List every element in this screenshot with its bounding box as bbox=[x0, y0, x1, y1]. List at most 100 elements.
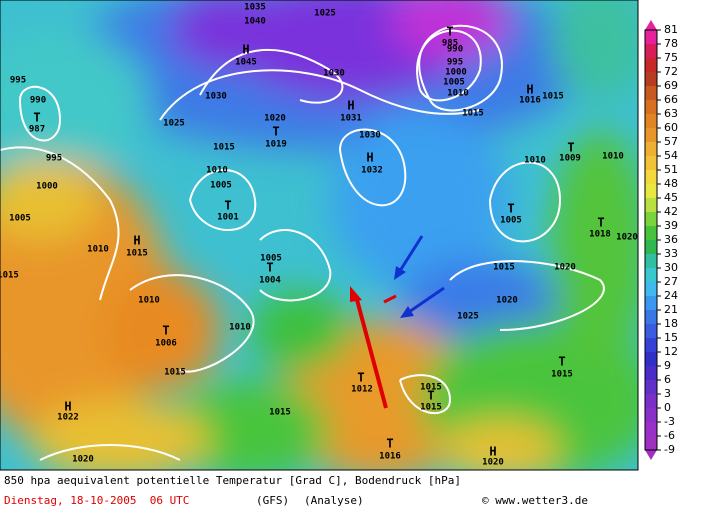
colorbar-tick-label: 81 bbox=[664, 23, 678, 36]
isobar-label: 1016 bbox=[519, 96, 541, 106]
colorbar-swatch bbox=[645, 170, 657, 185]
colorbar-tick-label: 57 bbox=[664, 135, 678, 148]
colorbar-swatch bbox=[645, 58, 657, 73]
colorbar-swatch bbox=[645, 338, 657, 353]
colorbar-swatch bbox=[645, 310, 657, 325]
isobar-label: 1020 bbox=[72, 455, 94, 465]
footer-model: (GFS) bbox=[256, 494, 289, 507]
colorbar-swatch bbox=[645, 72, 657, 87]
isobar-label: 1010 bbox=[524, 156, 546, 166]
pressure-center-label: H bbox=[526, 83, 533, 97]
pressure-center-label: H bbox=[347, 99, 354, 113]
map: 103510401025H1045T9859909951000100510101… bbox=[0, 0, 638, 470]
colorbar: 8178757269666360575451484542393633302724… bbox=[644, 20, 678, 460]
isobar-label: 1040 bbox=[244, 17, 266, 27]
isobar-label: 987 bbox=[29, 125, 45, 135]
pressure-center-label: T bbox=[33, 111, 40, 125]
colorbar-tick-label: 72 bbox=[664, 65, 678, 78]
colorbar-tick-label: 51 bbox=[664, 163, 678, 176]
colorbar-tick-label: 75 bbox=[664, 51, 678, 64]
colorbar-swatch bbox=[645, 128, 657, 143]
colorbar-swatch bbox=[645, 212, 657, 227]
isobar-label: 1015 bbox=[269, 408, 291, 418]
colorbar-tick-label: 45 bbox=[664, 191, 678, 204]
isobar-label: 1009 bbox=[559, 154, 581, 164]
map-labels: 103510401025H1045T9859909951000100510101… bbox=[0, 3, 638, 468]
isobar-label: 1001 bbox=[217, 213, 239, 223]
colorbar-swatch bbox=[645, 86, 657, 101]
isobar-label: 1000 bbox=[445, 68, 467, 78]
isobar-label: 1020 bbox=[482, 458, 504, 468]
pressure-center-label: H bbox=[133, 234, 140, 248]
colorbar-tick-label: 27 bbox=[664, 275, 678, 288]
isobar-label: 1022 bbox=[57, 413, 79, 423]
isobar-label: 1015 bbox=[126, 249, 148, 259]
pressure-center-label: T bbox=[162, 324, 169, 338]
colorbar-tick-label: 66 bbox=[664, 93, 678, 106]
isobars bbox=[0, 24, 605, 461]
colorbar-swatch bbox=[645, 324, 657, 339]
isobar-label: 1015 bbox=[493, 263, 515, 273]
colorbar-tick-label: -6 bbox=[664, 429, 675, 442]
pressure-center-label: H bbox=[64, 400, 71, 414]
isobar-label: 1020 bbox=[264, 114, 286, 124]
colorbar-swatch bbox=[645, 380, 657, 395]
isobar-label: 1010 bbox=[602, 152, 624, 162]
pressure-center-label: H bbox=[489, 445, 496, 459]
colorbar-swatch bbox=[645, 268, 657, 283]
colorbar-swatch bbox=[645, 184, 657, 199]
isobar-label: 1015 bbox=[0, 271, 19, 281]
isobar-label: 1032 bbox=[361, 166, 383, 176]
temperature-field bbox=[0, 0, 638, 470]
colorbar-swatch bbox=[645, 114, 657, 129]
isobar-label: 1031 bbox=[340, 114, 362, 124]
colorbar-swatch bbox=[645, 198, 657, 213]
colorbar-swatch bbox=[645, 422, 657, 437]
colorbar-swatch bbox=[645, 408, 657, 423]
pressure-center-label: T bbox=[446, 25, 453, 39]
colorbar-tick-label: -3 bbox=[664, 415, 675, 428]
pressure-center-label: T bbox=[357, 371, 364, 385]
isobar-label: 1005 bbox=[9, 214, 31, 224]
footer-source: © www.wetter3.de bbox=[482, 494, 588, 507]
isobar-label: 1005 bbox=[500, 216, 522, 226]
isobar-label: 1005 bbox=[210, 181, 232, 191]
colorbar-tick-label: 78 bbox=[664, 37, 678, 50]
isobar-label: 1015 bbox=[542, 92, 564, 102]
colorbar-tick-label: 18 bbox=[664, 317, 678, 330]
isobar-label: 995 bbox=[10, 76, 26, 86]
isobar-label: 1020 bbox=[496, 296, 518, 306]
colorbar-tick-label: 39 bbox=[664, 219, 678, 232]
colorbar-swatch bbox=[645, 156, 657, 171]
colorbar-swatch bbox=[645, 44, 657, 59]
colorbar-swatch bbox=[645, 100, 657, 115]
isobar-label: 1015 bbox=[164, 368, 186, 378]
isobar-label: 1030 bbox=[205, 92, 227, 102]
colorbar-tick-label: 0 bbox=[664, 401, 671, 414]
pressure-center-label: T bbox=[272, 125, 279, 139]
isobar-label: 1010 bbox=[87, 245, 109, 255]
colorbar-swatch bbox=[645, 282, 657, 297]
isobar-label: 1020 bbox=[616, 233, 638, 243]
isobar-label: 1016 bbox=[379, 452, 401, 462]
isobar-label: 1010 bbox=[138, 296, 160, 306]
colorbar-swatch bbox=[645, 142, 657, 157]
isobar-label: 1006 bbox=[155, 339, 177, 349]
colorbar-tick-label: 54 bbox=[664, 149, 678, 162]
isobar-label: 1020 bbox=[554, 263, 576, 273]
colorbar-tick-label: 21 bbox=[664, 303, 678, 316]
colorbar-tick-label: 6 bbox=[664, 373, 671, 386]
colorbar-tick-label: 30 bbox=[664, 261, 678, 274]
isobar-label: 1025 bbox=[163, 119, 185, 129]
colorbar-swatch bbox=[645, 296, 657, 311]
colorbar-tick-label: 36 bbox=[664, 233, 678, 246]
colorbar-tick-label: 33 bbox=[664, 247, 678, 260]
colorbar-tick-label: 9 bbox=[664, 359, 671, 372]
isobar-label: 1005 bbox=[443, 78, 465, 88]
isobar-label: 1030 bbox=[359, 131, 381, 141]
pressure-center-label: T bbox=[266, 261, 273, 275]
arrows bbox=[350, 235, 445, 409]
pressure-center-label: T bbox=[224, 199, 231, 213]
colorbar-tick-label: 24 bbox=[664, 289, 678, 302]
